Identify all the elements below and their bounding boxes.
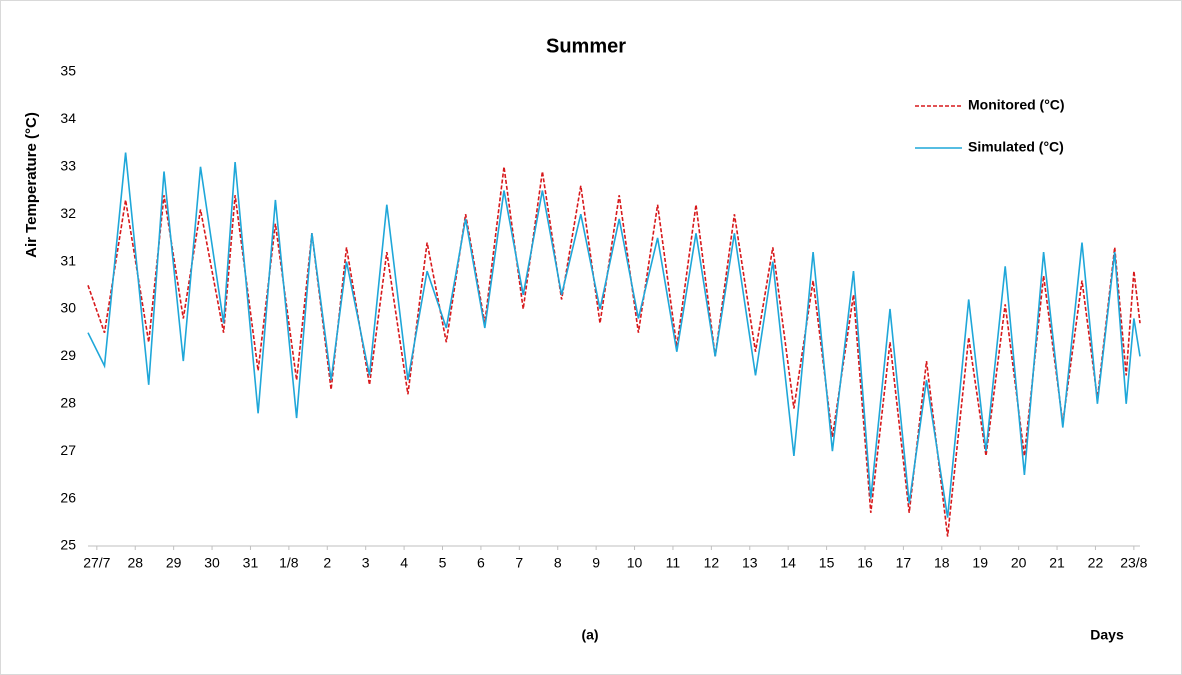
x-tick-label: 15: [819, 555, 835, 571]
y-axis-label: Air Temperature (°C): [23, 112, 40, 258]
series-line: [87, 152, 1141, 518]
x-tick-label: 10: [627, 555, 643, 571]
y-tick-label: 32: [60, 205, 76, 221]
x-axis-label: Days: [1090, 627, 1124, 643]
x-tick-label: 30: [204, 555, 220, 571]
y-tick-label: 26: [60, 489, 76, 505]
y-tick-label: 29: [60, 347, 76, 363]
x-tick-label: 19: [972, 555, 988, 571]
x-tick-label: 5: [439, 555, 447, 571]
legend-label: Simulated (°C): [968, 139, 1064, 155]
x-tick-label: 12: [704, 555, 720, 571]
x-tick-label: 29: [166, 555, 182, 571]
x-tick-label: 27/7: [83, 555, 110, 571]
x-tick-label: 22: [1088, 555, 1104, 571]
x-tick-label: 11: [666, 555, 681, 571]
y-tick-label: 31: [60, 252, 76, 268]
y-tick-label: 25: [60, 537, 76, 553]
x-tick-label: 31: [243, 555, 259, 571]
y-tick-label: 35: [60, 63, 76, 79]
x-tick-label: 2: [323, 555, 331, 571]
y-tick-label: 28: [60, 395, 76, 411]
y-tick-label: 27: [60, 442, 76, 458]
x-tick-label: 23/8: [1120, 555, 1147, 571]
x-tick-label: 17: [896, 555, 912, 571]
x-tick-label: 9: [592, 555, 600, 571]
chart-title: Summer: [546, 35, 626, 57]
legend-label: Monitored (°C): [968, 97, 1065, 113]
y-tick-label: 30: [60, 300, 76, 316]
x-tick-label: 8: [554, 555, 562, 571]
x-tick-label: 28: [127, 555, 143, 571]
x-tick-label: 20: [1011, 555, 1027, 571]
x-tick-label: 7: [515, 555, 523, 571]
x-tick-label: 6: [477, 555, 485, 571]
x-tick-label: 16: [857, 555, 873, 571]
x-tick-label: 13: [742, 555, 758, 571]
annotation: (a): [581, 627, 598, 643]
y-tick-label: 34: [60, 110, 76, 126]
x-tick-label: 18: [934, 555, 950, 571]
x-tick-label: 14: [780, 555, 796, 571]
x-tick-label: 21: [1049, 555, 1065, 571]
y-tick-label: 33: [60, 158, 76, 174]
x-tick-label: 4: [400, 555, 408, 571]
x-tick-label: 3: [362, 555, 370, 571]
x-tick-label: 1/8: [279, 555, 299, 571]
